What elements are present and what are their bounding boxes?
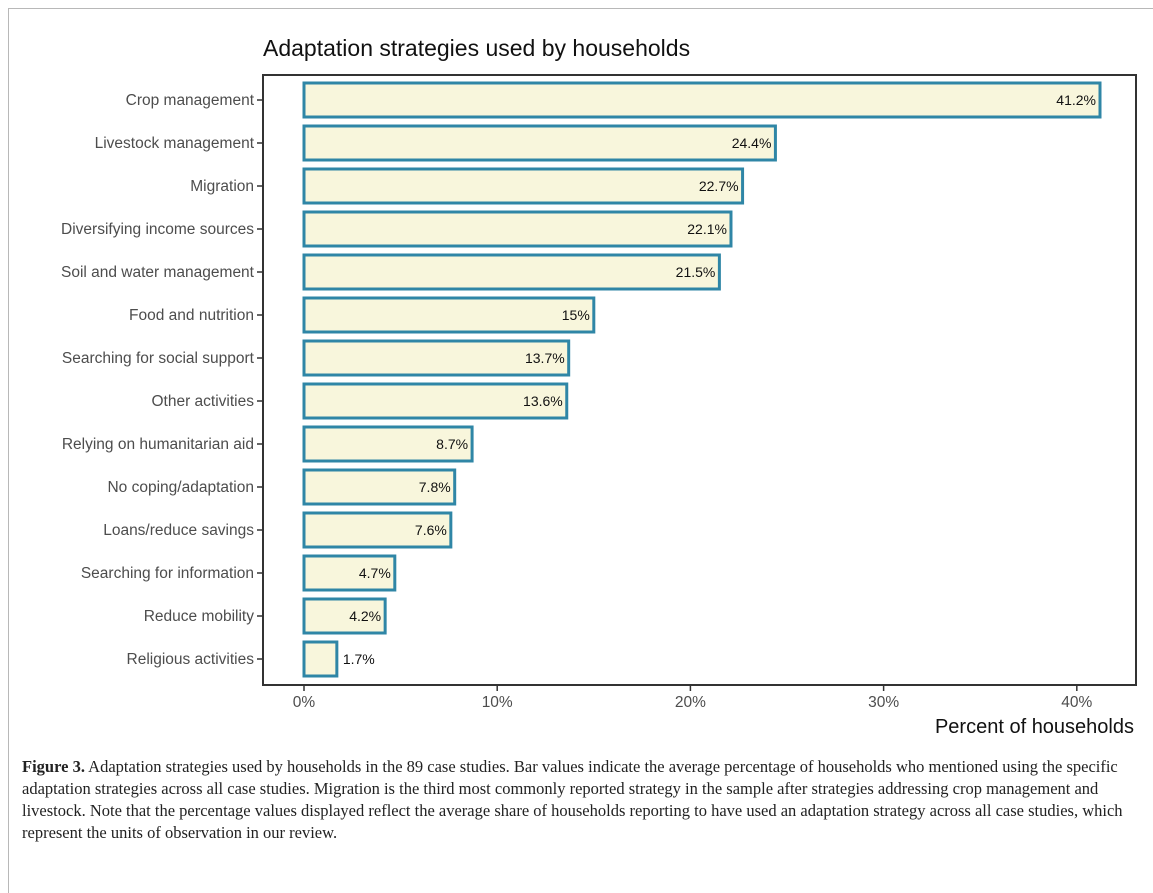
bar-data-label: 4.2% <box>349 608 381 624</box>
x-tick-label: 10% <box>482 694 513 711</box>
bar <box>302 425 474 463</box>
bar <box>302 81 1102 119</box>
category-label: Loans/reduce savings <box>103 522 254 539</box>
category-label: Searching for information <box>81 565 254 582</box>
caption-text: Adaptation strategies used by households… <box>22 757 1123 842</box>
bar <box>302 296 596 334</box>
bar <box>302 597 387 635</box>
category-label: Searching for social support <box>62 350 255 367</box>
bar-data-label: 15% <box>562 307 590 323</box>
bar-data-label: 7.6% <box>415 522 447 538</box>
x-tick-label: 20% <box>675 694 706 711</box>
category-label: Soil and water management <box>61 264 255 281</box>
chart-title: Adaptation strategies used by households <box>263 35 690 61</box>
bar-data-label: 21.5% <box>676 264 716 280</box>
category-label: Reduce mobility <box>144 608 255 625</box>
bar <box>302 210 733 248</box>
plot-panel <box>262 74 1137 686</box>
figure-caption: Figure 3. Adaptation strategies used by … <box>22 756 1132 844</box>
bar <box>302 167 745 205</box>
category-label: Religious activities <box>127 651 255 668</box>
x-axis-title: Percent of households <box>935 716 1134 738</box>
x-tick-label: 40% <box>1061 694 1092 711</box>
bar-data-label: 7.8% <box>419 479 451 495</box>
bar-data-label: 1.7% <box>343 651 375 667</box>
bar-data-label: 4.7% <box>359 565 391 581</box>
category-label: Crop management <box>126 92 255 109</box>
bar-data-label: 13.7% <box>525 350 565 366</box>
bar-data-label: 13.6% <box>523 393 563 409</box>
category-label: Livestock management <box>95 135 255 152</box>
bar-data-label: 22.1% <box>687 221 727 237</box>
bar <box>302 468 457 506</box>
bars-group: 41.2% 24.4% 22.7% 22.1% 21.5% 15% 13.7% 13.6% 8.… <box>302 81 1102 678</box>
category-label: Migration <box>190 178 254 195</box>
category-label: No coping/adaptation <box>107 479 254 496</box>
category-label: Food and nutrition <box>129 307 254 324</box>
bar-chart: Adaptation strategies used by households… <box>61 35 1137 738</box>
bar <box>302 382 569 420</box>
x-tick-label: 30% <box>868 694 899 711</box>
bar <box>302 339 571 377</box>
bar-data-label: 24.4% <box>732 135 772 151</box>
caption-label: Figure 3. <box>22 757 85 776</box>
category-labels-group: Crop management Livestock management Migra… <box>61 92 263 668</box>
bar <box>302 253 721 291</box>
bar <box>302 124 777 162</box>
x-axis-group: 0% 10% 20% 30% 40% <box>293 685 1093 711</box>
bar-data-label: 22.7% <box>699 178 739 194</box>
bar-data-label: 41.2% <box>1056 92 1096 108</box>
bar <box>302 511 453 549</box>
x-tick-label: 0% <box>293 694 316 711</box>
bar <box>302 554 397 592</box>
figure-frame <box>8 8 1153 893</box>
category-label: Diversifying income sources <box>61 221 254 238</box>
category-label: Relying on humanitarian aid <box>62 436 254 453</box>
bar <box>302 640 339 678</box>
category-label: Other activities <box>151 393 254 410</box>
bar-data-label: 8.7% <box>436 436 468 452</box>
